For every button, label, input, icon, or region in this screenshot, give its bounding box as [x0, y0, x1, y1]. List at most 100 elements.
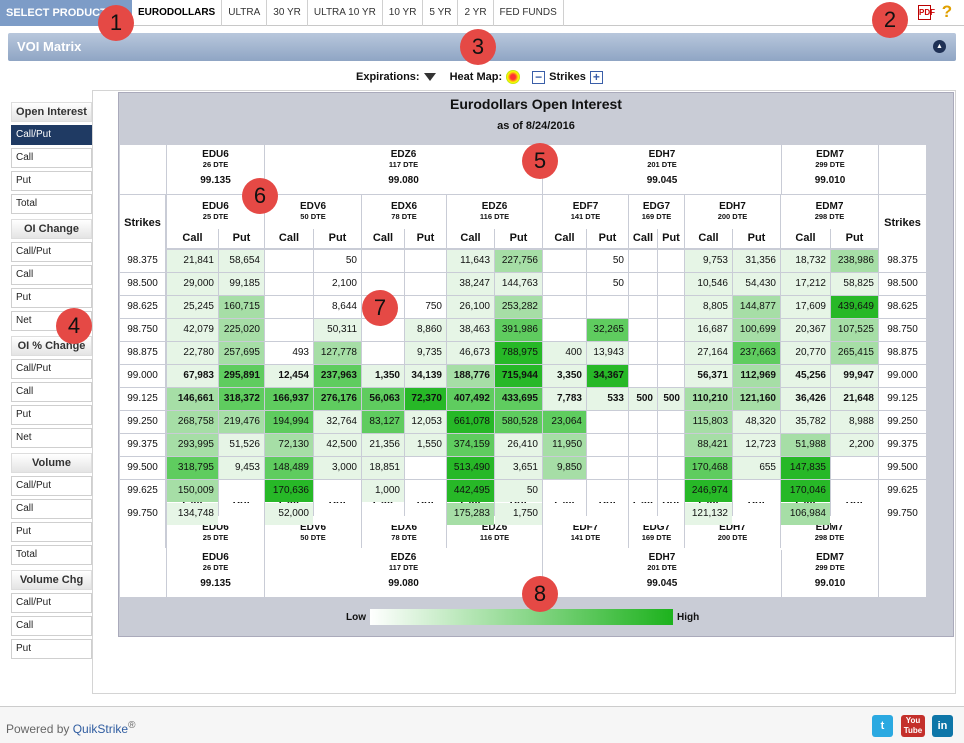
product-tab-10-yr[interactable]: 10 YR: [383, 0, 424, 26]
option-dte: 25 DTE: [202, 533, 229, 542]
sidebar-group-header: OI Change: [11, 219, 92, 239]
oi-cell: [629, 480, 657, 502]
oi-cell: [658, 411, 684, 433]
pdf-icon[interactable]: PDF: [918, 5, 935, 20]
strike-label-right: 99.375: [879, 434, 926, 456]
product-tab-ultra-10-yr[interactable]: ULTRA 10 YR: [308, 0, 383, 26]
product-tab-fed-funds[interactable]: FED FUNDS: [494, 0, 564, 26]
strike-label-right: 99.250: [879, 411, 926, 433]
sidebar-item-total[interactable]: Total: [11, 194, 92, 214]
sidebar-item-call-put[interactable]: Call/Put: [11, 125, 92, 145]
filter-icon[interactable]: [423, 73, 436, 81]
option-name: EDZ6: [481, 522, 508, 533]
footer: Powered by QuikStrike® t You Tube in: [0, 706, 964, 743]
futures-dte: 26 DTE: [202, 563, 229, 572]
product-tab-eurodollars[interactable]: EURODOLLARS: [132, 0, 223, 26]
sidebar-item-call[interactable]: Call: [11, 382, 92, 402]
product-tab-2-yr[interactable]: 2 YR: [458, 0, 494, 26]
oi-cell: 533: [587, 388, 628, 410]
oi-cell: [362, 342, 404, 364]
sidebar-item-put[interactable]: Put: [11, 288, 92, 308]
oi-cell: 72,370: [405, 388, 446, 410]
youtube-icon[interactable]: You Tube: [901, 715, 925, 737]
oi-cell: [831, 480, 878, 502]
futures-header: EDM7 299 DTE 99.010: [782, 548, 878, 597]
product-tab-5-yr[interactable]: 5 YR: [423, 0, 459, 26]
oi-cell: 293,995: [167, 434, 218, 456]
option-name: EDM7: [815, 201, 844, 212]
call-column-header: Call: [629, 229, 657, 248]
option-dte: 116 DTE: [479, 212, 510, 221]
oi-cell: 750: [405, 296, 446, 318]
brand-link[interactable]: QuikStrike: [72, 722, 129, 736]
oi-cell: [362, 250, 404, 272]
oi-cell: [543, 273, 586, 295]
heatmap-icon[interactable]: [506, 70, 521, 84]
oi-cell: 11,643: [447, 250, 494, 272]
futures-name: EDU6: [202, 552, 229, 563]
sidebar-item-call[interactable]: Call: [11, 499, 92, 519]
oi-cell: 225,020: [219, 319, 264, 341]
option-dte: 78 DTE: [391, 533, 417, 542]
put-column-header: Put: [219, 229, 264, 248]
legend-gradient-bar: [370, 609, 673, 625]
call-column-header: Call: [362, 229, 404, 248]
oi-cell: [265, 319, 313, 341]
futures-price: 99.045: [646, 175, 678, 186]
call-column-header: Call: [447, 229, 494, 248]
oi-cell: 1,550: [405, 434, 446, 456]
sidebar-item-call[interactable]: Call: [11, 265, 92, 285]
oi-cell: 34,139: [405, 365, 446, 387]
sidebar-item-total[interactable]: Total: [11, 545, 92, 565]
sidebar-item-call[interactable]: Call: [11, 616, 92, 636]
sidebar-item-put[interactable]: Put: [11, 639, 92, 659]
strikes-minus-button[interactable]: −: [532, 70, 546, 84]
oi-cell: [219, 480, 264, 502]
oi-cell: 9,850: [543, 457, 586, 479]
strike-label: 99.375: [120, 434, 165, 456]
callout-badge-4: 4: [56, 308, 92, 344]
strike-label: 99.000: [120, 365, 165, 387]
oi-cell: 374,159: [447, 434, 494, 456]
sidebar-item-call[interactable]: Call: [11, 148, 92, 168]
collapse-icon[interactable]: ▲: [933, 40, 946, 53]
futures-price: 99.135: [200, 175, 231, 186]
option-name: EDX6: [390, 522, 418, 533]
callout-badge-1: 1: [98, 5, 134, 41]
oi-cell: 35,782: [781, 411, 830, 433]
option-dte: 169 DTE: [641, 533, 672, 542]
oi-cell: 493: [265, 342, 313, 364]
twitter-icon[interactable]: t: [872, 715, 893, 737]
strikes-plus-button[interactable]: +: [589, 70, 603, 84]
sidebar-item-net[interactable]: Net: [11, 428, 92, 448]
futures-dte: 201 DTE: [647, 160, 677, 169]
registered-mark: ®: [128, 720, 136, 731]
option-header: EDF7 141 DTE: [543, 195, 628, 229]
strikes-header-left: Strikes: [120, 195, 165, 251]
sidebar-item-call-put[interactable]: Call/Put: [11, 593, 92, 613]
sidebar-item-call-put[interactable]: Call/Put: [11, 476, 92, 496]
product-tab-ultra[interactable]: ULTRA: [222, 0, 268, 26]
oi-cell: [405, 273, 446, 295]
help-icon[interactable]: ?: [941, 2, 953, 21]
product-tab-30-yr[interactable]: 30 YR: [267, 0, 308, 26]
sidebar-item-call-put[interactable]: Call/Put: [11, 242, 92, 262]
oi-cell: 3,000: [314, 457, 361, 479]
sidebar-item-put[interactable]: Put: [11, 405, 92, 425]
oi-cell: [587, 296, 628, 318]
futures-name: EDZ6: [390, 552, 417, 563]
oi-cell: 146,661: [167, 388, 218, 410]
sidebar-group-header: Volume Chg: [11, 570, 92, 590]
oi-cell: [405, 480, 446, 502]
oi-cell: 36,426: [781, 388, 830, 410]
sidebar-item-put[interactable]: Put: [11, 171, 92, 191]
strikes-label: Strikes: [549, 71, 586, 83]
sidebar-item-put[interactable]: Put: [11, 522, 92, 542]
oi-cell: 115,803: [685, 411, 732, 433]
oi-cell: [587, 411, 628, 433]
futures-header: EDZ6 117 DTE 99.080: [265, 548, 542, 597]
option-name: EDU6: [202, 201, 229, 212]
sidebar-item-call-put[interactable]: Call/Put: [11, 359, 92, 379]
option-name: EDG7: [642, 522, 671, 533]
linkedin-icon[interactable]: in: [932, 715, 953, 737]
